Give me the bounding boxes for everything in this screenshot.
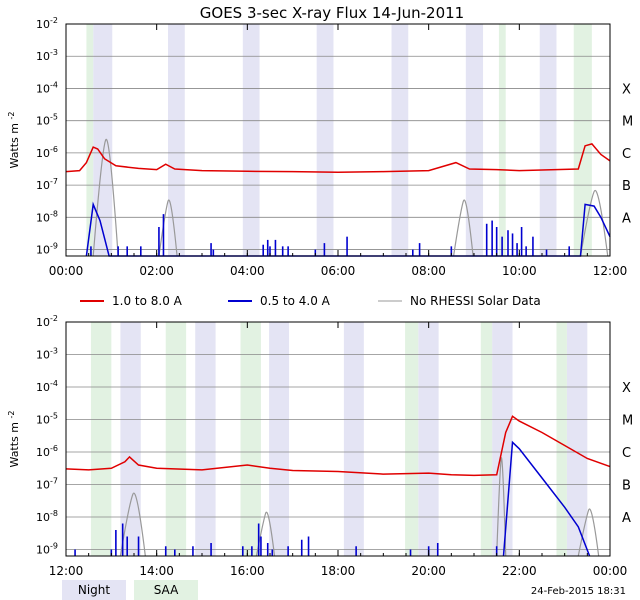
night-band — [539, 24, 557, 256]
flare-class-label: C — [622, 147, 631, 162]
long-channel-series — [65, 415, 611, 477]
y-tick-label: 10-8 — [36, 209, 58, 224]
y-tick-label: 10-7 — [36, 177, 58, 192]
shade-legend-swatch — [134, 580, 198, 600]
y-tick-label: 10-8 — [36, 509, 58, 524]
y-axis-label: Watts m -2 — [7, 112, 21, 169]
no-data-trace — [255, 511, 276, 557]
x-tick-label: 18:00 — [321, 564, 356, 578]
flare-class-label: B — [622, 479, 631, 494]
no-data-trace — [453, 199, 474, 257]
y-tick-label: 10-6 — [36, 444, 58, 459]
flare-class-label: A — [622, 211, 631, 226]
x-tick-label: 16:00 — [230, 564, 265, 578]
night-band — [492, 322, 513, 556]
flare-class-label: X — [622, 381, 631, 396]
short-channel-series — [85, 201, 611, 257]
shade-legend-label: SAA — [154, 583, 179, 597]
saa-band — [498, 24, 506, 256]
shade-legend-swatch — [62, 580, 126, 600]
night-band — [242, 24, 260, 256]
night-band — [566, 322, 588, 556]
y-tick-label: 10-4 — [36, 80, 58, 95]
night-band — [465, 24, 484, 256]
no-data-trace — [158, 199, 178, 257]
flare-class-label: C — [622, 446, 631, 461]
saa-band — [556, 322, 567, 556]
night-band — [316, 24, 334, 256]
saa-band — [573, 24, 592, 256]
y-tick-label: 10-9 — [36, 542, 58, 557]
legend-label: No RHESSI Solar Data — [410, 294, 541, 308]
legend-label: 1.0 to 8.0 A — [112, 294, 183, 308]
flare-class-label: M — [622, 414, 633, 429]
saa-band — [240, 322, 261, 556]
x-tick-label: 20:00 — [411, 564, 446, 578]
plot-frame — [65, 321, 611, 557]
saa-band — [90, 322, 112, 556]
bottom-panel: 10-2 10-3 10-4 10-5 10-6 10-7 10-8 10-9 X M C B A Wat… — [7, 314, 633, 578]
x-tick-label: 04:00 — [230, 264, 265, 278]
flare-class-label: A — [622, 511, 631, 526]
saa-band — [480, 322, 493, 556]
x-tick-label: 14:00 — [139, 564, 174, 578]
night-band — [168, 24, 185, 256]
y-tick-label: 10-3 — [36, 48, 58, 63]
night-band — [269, 322, 290, 556]
no-data-trace — [119, 492, 146, 557]
no-data-trace — [92, 138, 119, 257]
y-tick-label: 10-6 — [36, 145, 58, 160]
x-tick-label: 00:00 — [593, 564, 628, 578]
x-tick-label: 08:00 — [411, 264, 446, 278]
y-tick-label: 10-7 — [36, 477, 58, 492]
plot-frame — [65, 23, 611, 257]
saa-band — [165, 322, 187, 556]
night-band — [343, 322, 364, 556]
x-tick-label: 02:00 — [139, 264, 174, 278]
chart-title: GOES 3-sec X-ray Flux 14-Jun-2011 — [200, 4, 464, 22]
y-tick-label: 10-4 — [36, 379, 58, 394]
y-tick-label: 10-3 — [36, 347, 58, 362]
y-tick-label: 10-9 — [36, 242, 58, 257]
saa-band — [86, 24, 94, 256]
night-band — [418, 322, 439, 556]
top-panel: 10-2 10-3 10-4 10-5 10-6 10-7 10-8 10-9 X M C B A Wat… — [7, 16, 633, 278]
no-data-trace — [496, 457, 507, 557]
night-band — [120, 322, 141, 556]
series-legend: 1.0 to 8.0 A 0.5 to 4.0 A No RHESSI Solar … — [80, 294, 541, 308]
x-tick-label: 00:00 — [49, 264, 84, 278]
x-tick-label: 12:00 — [49, 564, 84, 578]
legend-label: 0.5 to 4.0 A — [260, 294, 331, 308]
night-band — [195, 322, 216, 556]
saa-band — [405, 322, 419, 556]
night-band — [391, 24, 409, 256]
short-channel-series — [502, 440, 591, 557]
x-tick-label: 06:00 — [321, 264, 356, 278]
flare-class-label: M — [622, 115, 633, 130]
y-axis-label: Watts m -2 — [7, 411, 21, 468]
y-tick-label: 10-5 — [36, 412, 58, 427]
x-tick-label: 22:00 — [502, 564, 537, 578]
y-tick-label: 10-5 — [36, 113, 58, 128]
y-tick-label: 10-2 — [36, 314, 58, 329]
y-tick-label: 10-2 — [36, 16, 58, 31]
flare-class-label: B — [622, 179, 631, 194]
x-tick-label: 12:00 — [593, 264, 628, 278]
flare-class-label: X — [622, 82, 631, 97]
x-tick-label: 10:00 — [502, 264, 537, 278]
shade-legend: Night SAA — [62, 580, 198, 600]
long-channel-series — [65, 143, 611, 173]
footer-timestamp: 24-Feb-2015 18:31 — [531, 586, 626, 597]
shade-legend-label: Night — [78, 583, 111, 597]
